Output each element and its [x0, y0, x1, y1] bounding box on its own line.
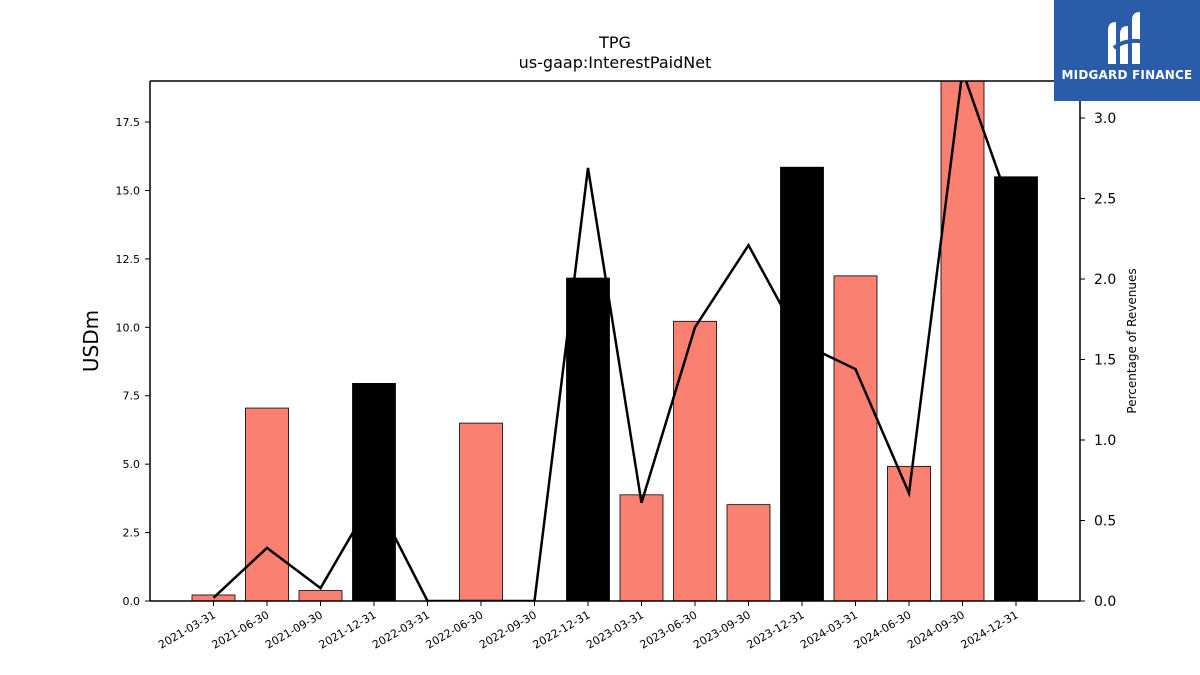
bar-2023-06-30 — [673, 320, 717, 602]
percentage-line — [212, 81, 1018, 601]
y2-tick-label: 0.0 — [1094, 594, 1116, 610]
y-tick-label: 17.5 — [116, 116, 141, 129]
bar-2021-06-30 — [245, 407, 289, 602]
bar-2022-12-31 — [566, 277, 610, 602]
y2-tick-label: 3.0 — [1094, 111, 1116, 127]
x-tick-label: 2024-06-30 — [852, 608, 914, 651]
y-tick-label: 12.5 — [116, 253, 141, 266]
y2-axis-label: Percentage of Revenues — [1125, 268, 1139, 413]
x-tick-label: 2023-06-30 — [638, 608, 700, 651]
brand-logo: MIDGARD FINANCE — [1054, 0, 1200, 101]
bar-2021-12-31 — [352, 383, 396, 602]
x-tick-label: 2023-12-31 — [745, 608, 807, 651]
y-tick-label: 7.5 — [123, 390, 141, 403]
y2-tick-label: 1.0 — [1094, 433, 1116, 449]
bar-2024-09-30 — [940, 80, 985, 602]
y2-tick-label: 0.5 — [1094, 514, 1116, 530]
y2-tick-label: 2.0 — [1094, 272, 1116, 288]
midgard-logo-icon — [1108, 12, 1147, 64]
y-tick-label: 2.5 — [123, 527, 141, 540]
bar-2024-12-31 — [994, 176, 1038, 602]
y-tick-label: 10.0 — [116, 321, 141, 334]
x-tick-label: 2022-12-31 — [531, 608, 593, 651]
bar-2022-06-30 — [459, 422, 503, 602]
x-tick-label: 2021-03-31 — [156, 608, 218, 651]
x-tick-label: 2023-03-31 — [584, 608, 646, 651]
percentage-line-series — [212, 81, 1018, 601]
bar-2021-09-30 — [298, 590, 343, 602]
x-tick-label: 2024-12-31 — [959, 608, 1021, 651]
x-tick-label: 2021-09-30 — [263, 608, 325, 651]
x-tick-label: 2021-12-31 — [317, 608, 379, 651]
y2-tick-label: 2.5 — [1094, 192, 1116, 208]
bar-2024-03-31 — [833, 275, 878, 602]
y-tick-label: 5.0 — [123, 458, 141, 471]
x-tick-label: 2022-06-30 — [424, 608, 486, 651]
chart-title: TPG — [598, 33, 631, 52]
x-tick-label: 2024-09-30 — [905, 608, 967, 651]
x-tick-label: 2021-06-30 — [210, 608, 272, 651]
brand-name: MIDGARD FINANCE — [1061, 68, 1193, 82]
y-tick-label: 15.0 — [116, 184, 141, 197]
bar-series — [191, 80, 1038, 602]
bar-2023-12-31 — [780, 166, 824, 602]
x-tick-label: 2022-03-31 — [370, 608, 432, 651]
y-tick-label: 0.0 — [123, 595, 141, 608]
x-tick-label: 2024-03-31 — [798, 608, 860, 651]
x-tick-label: 2023-09-30 — [691, 608, 753, 651]
bar-2023-03-31 — [619, 494, 664, 602]
y2-tick-label: 1.5 — [1094, 353, 1116, 369]
y-axis-label: USDm — [79, 310, 103, 372]
chart-subtitle: us-gaap:InterestPaidNet — [519, 53, 712, 72]
x-tick-label: 2022-09-30 — [477, 608, 539, 651]
bar-2023-09-30 — [726, 504, 771, 602]
bar-2021-03-31 — [191, 594, 236, 602]
